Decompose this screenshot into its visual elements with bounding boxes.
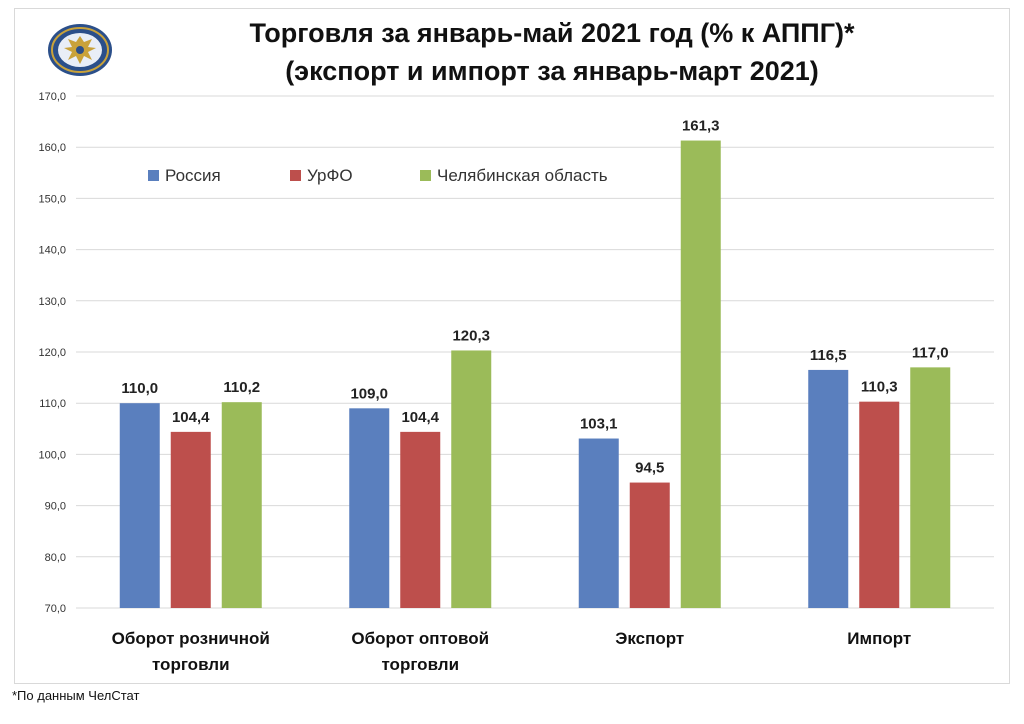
bar bbox=[859, 401, 900, 608]
data-label: 110,0 bbox=[121, 380, 158, 397]
data-label: 120,3 bbox=[452, 327, 490, 344]
y-tick-label: 150,0 bbox=[38, 193, 66, 205]
y-tick-label: 70,0 bbox=[45, 603, 66, 615]
bar bbox=[170, 431, 211, 608]
y-tick-label: 130,0 bbox=[38, 296, 66, 308]
legend-swatch bbox=[420, 170, 431, 181]
data-label: 104,4 bbox=[401, 409, 439, 426]
data-label: 94,5 bbox=[635, 460, 664, 477]
y-tick-label: 120,0 bbox=[38, 347, 66, 359]
bar bbox=[400, 431, 441, 608]
category-label: Импорт bbox=[847, 629, 911, 648]
chart-title: Торговля за январь-май 2021 год (% к АПП… bbox=[120, 14, 984, 90]
data-label: 161,3 bbox=[682, 118, 720, 135]
title-line-2: (экспорт и импорт за январь-март 2021) bbox=[285, 56, 819, 86]
bar bbox=[578, 438, 619, 608]
bar bbox=[451, 350, 492, 608]
title-line-1: Торговля за январь-май 2021 год (% к АПП… bbox=[249, 18, 855, 48]
data-label: 110,2 bbox=[223, 379, 260, 396]
data-label: 117,0 bbox=[912, 344, 949, 361]
bar bbox=[680, 140, 721, 608]
footnote: *По данным ЧелСтат bbox=[12, 688, 140, 703]
category-label: торговли bbox=[152, 655, 230, 674]
bar bbox=[349, 408, 390, 608]
legend-label: УрФО bbox=[307, 166, 353, 185]
bar bbox=[119, 403, 160, 608]
data-label: 116,5 bbox=[810, 347, 847, 364]
category-label: Экспорт bbox=[615, 629, 684, 648]
bar bbox=[629, 482, 670, 608]
legend-label: Челябинская область bbox=[437, 166, 608, 185]
data-label: 110,3 bbox=[861, 379, 898, 396]
y-tick-label: 140,0 bbox=[38, 245, 66, 257]
data-label: 109,0 bbox=[350, 385, 388, 402]
emblem-icon bbox=[48, 24, 112, 76]
legend-swatch bbox=[290, 170, 301, 181]
y-tick-label: 90,0 bbox=[45, 501, 66, 513]
y-tick-label: 100,0 bbox=[38, 449, 66, 461]
y-tick-label: 160,0 bbox=[38, 142, 66, 154]
legend-swatch bbox=[148, 170, 159, 181]
y-tick-label: 170,0 bbox=[38, 91, 66, 103]
data-label: 103,1 bbox=[580, 416, 618, 433]
chart-frame bbox=[14, 8, 1010, 684]
y-tick-label: 110,0 bbox=[39, 398, 66, 410]
bar bbox=[221, 402, 262, 608]
category-label: Оборот оптовой bbox=[351, 629, 489, 648]
y-tick-label: 80,0 bbox=[45, 552, 66, 564]
bar bbox=[808, 369, 849, 608]
category-label: торговли bbox=[381, 655, 459, 674]
bar-chart: 70,0 80,0 90,0 100,0 110,0 120,0 130,0 140,0 150… bbox=[38, 91, 994, 674]
data-label: 104,4 bbox=[172, 409, 210, 426]
legend-label: Россия bbox=[165, 166, 221, 185]
category-label: Оборот розничной bbox=[112, 629, 270, 648]
bar bbox=[910, 367, 951, 608]
